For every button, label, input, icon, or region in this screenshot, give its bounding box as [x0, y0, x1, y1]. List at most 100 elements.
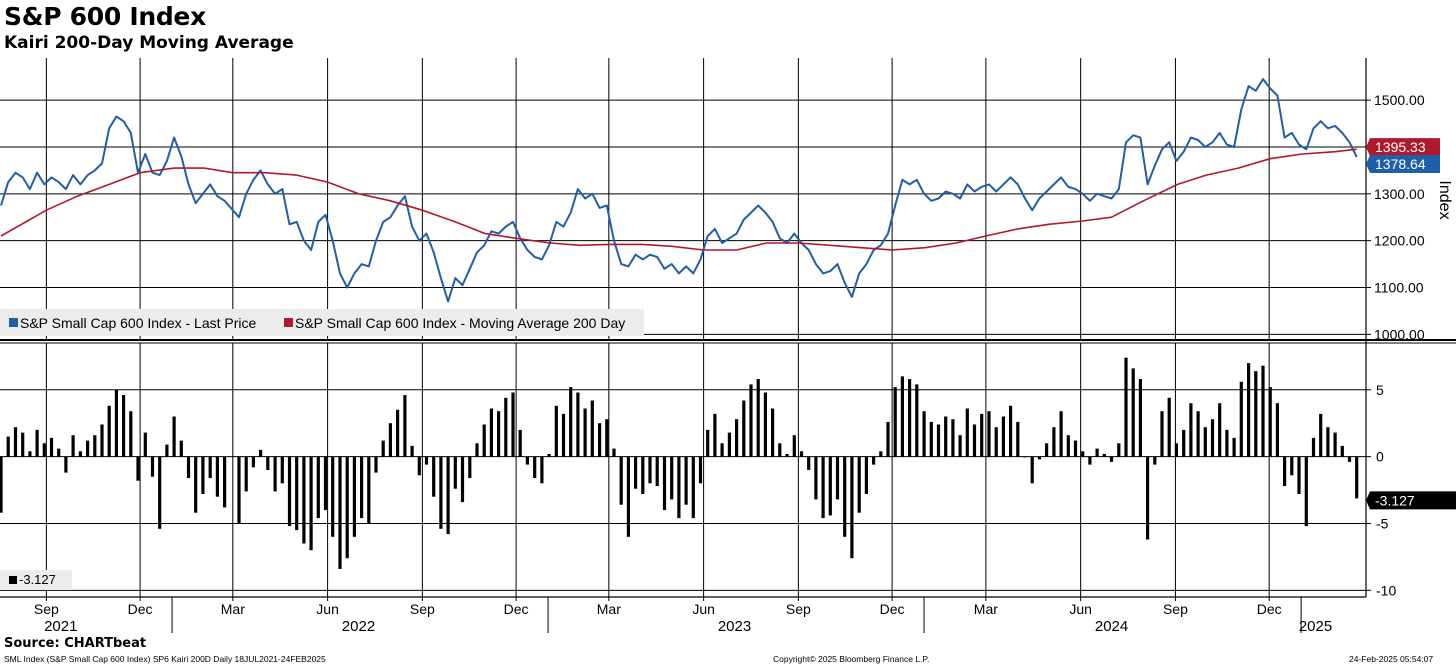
lower-y-tick-label: -5	[1376, 515, 1389, 531]
kairi-bar	[576, 392, 580, 457]
kairi-bar	[42, 443, 46, 457]
kairi-bar	[100, 424, 104, 457]
kairi-bar	[201, 456, 205, 494]
kairi-bar	[35, 429, 39, 457]
kairi-bar	[698, 456, 703, 484]
kairi-bar	[1182, 429, 1186, 457]
source-note: Source: CHARTbeat	[4, 636, 147, 651]
kairi-bar	[561, 413, 566, 457]
kairi-bar	[893, 387, 897, 457]
kairi-bar	[1232, 437, 1236, 457]
x-month-label: Sep	[786, 601, 811, 617]
kairi-bar	[1153, 456, 1157, 465]
kairi-bar	[1254, 371, 1258, 457]
kairi-bar	[396, 409, 400, 457]
kairi-bar	[1131, 368, 1135, 457]
kairi-bar	[215, 456, 219, 497]
kairi-bar	[251, 456, 255, 468]
kairi-bars	[0, 357, 1359, 569]
legend-swatch-last-price	[9, 318, 18, 327]
kairi-bar	[468, 456, 472, 478]
kairi-bar	[525, 456, 529, 465]
last-value-last-price: 1378.64	[1375, 156, 1426, 172]
kairi-bar	[424, 456, 429, 465]
kairi-bar	[1347, 456, 1352, 462]
kairi-bar	[1081, 451, 1085, 457]
x-month-label: Mar	[221, 601, 245, 617]
lower-y-axis: -10 -5 0 5	[1366, 382, 1396, 598]
kairi-bar	[388, 423, 392, 457]
lower-y-tick-label: 5	[1376, 382, 1384, 398]
x-year-label: 2024	[1095, 618, 1128, 635]
kairi-bar	[1023, 456, 1027, 458]
kairi-bar	[980, 413, 984, 457]
x-year-label: 2022	[342, 618, 375, 635]
lower-legend: -3.127	[0, 570, 72, 590]
kairi-bar	[280, 456, 284, 484]
kairi-bar	[951, 419, 955, 457]
kairi-bar	[619, 456, 623, 505]
x-month-label: Dec	[880, 601, 905, 617]
last-price-line	[0, 78, 1358, 303]
kairi-bar	[1340, 445, 1344, 457]
x-month-label: Dec	[504, 601, 529, 617]
kairi-bar	[929, 421, 933, 457]
footer-series-info: SML Index (S&P Small Cap 600 Index) SP6 …	[4, 654, 326, 664]
kairi-bar	[590, 400, 594, 457]
kairi-bar	[122, 395, 126, 457]
kairi-bar	[489, 408, 493, 457]
kairi-bar	[186, 456, 191, 478]
kairi-bar	[136, 456, 140, 481]
kairi-bar	[727, 432, 731, 457]
kairi-bar	[1239, 381, 1243, 457]
kairi-bar	[439, 456, 443, 529]
upper-y-tick-label: 1500.00	[1374, 92, 1425, 108]
kairi-bar	[295, 456, 299, 531]
x-month-label: Jun	[692, 601, 715, 617]
kairi-bar	[807, 456, 811, 470]
kairi-bar	[691, 456, 695, 519]
kairi-bar	[403, 395, 407, 457]
upper-legend: S&P Small Cap 600 Index - Last Price S&P…	[0, 309, 644, 336]
kairi-bar	[1203, 427, 1207, 457]
kairi-bar	[1160, 411, 1164, 457]
x-year-label: 2023	[718, 618, 751, 635]
kairi-bar	[792, 435, 796, 457]
kairi-bar	[158, 456, 162, 529]
kairi-bar	[1001, 416, 1005, 457]
kairi-bar	[843, 456, 847, 537]
kairi-bar	[1333, 432, 1337, 457]
kairi-bar	[367, 456, 371, 524]
kairi-bar	[922, 411, 926, 457]
kairi-bar	[273, 456, 277, 492]
kairi-bar	[1095, 448, 1099, 457]
kairi-bar	[511, 392, 515, 457]
kairi-bar	[1146, 456, 1150, 540]
kairi-bar	[655, 456, 659, 486]
kairi-bar	[821, 456, 825, 519]
kairi-bar	[634, 456, 638, 489]
kairi-bar	[504, 397, 508, 457]
kairi-bar	[879, 451, 883, 457]
lower-y-tick-label: 0	[1376, 449, 1384, 465]
kairi-bar	[763, 392, 767, 457]
kairi-bar	[547, 454, 551, 457]
legend-label-moving-average: S&P Small Cap 600 Index - Moving Average…	[295, 315, 625, 331]
kairi-bar	[1283, 456, 1287, 486]
kairi-bar	[706, 429, 710, 457]
kairi-bar	[612, 448, 616, 457]
last-value-tag-last-price: 1378.64	[1366, 154, 1440, 173]
upper-series-group	[0, 78, 1358, 303]
kairi-bar	[886, 421, 890, 457]
kairi-bar	[259, 449, 263, 457]
kairi-bar	[28, 451, 32, 457]
x-month-label: Mar	[597, 601, 621, 617]
kairi-bar	[900, 376, 904, 457]
kairi-bar	[1189, 403, 1193, 457]
x-month-label: Dec	[128, 601, 153, 617]
kairi-bar	[360, 456, 364, 519]
kairi-bar	[1066, 435, 1070, 457]
lower-legend-swatch	[9, 576, 17, 584]
kairi-bar	[908, 379, 912, 457]
kairi-bar	[965, 408, 969, 457]
